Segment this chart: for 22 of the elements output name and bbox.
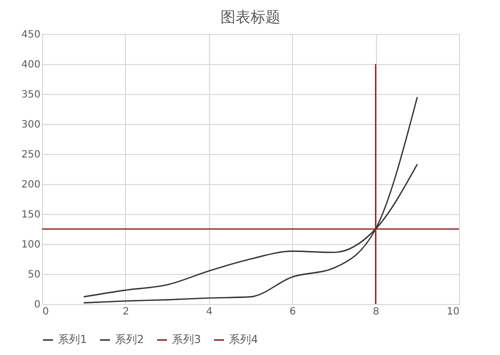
x-tick-label: 0 (42, 306, 49, 318)
y-tick-label: 450 (21, 30, 40, 40)
y-tick-label: 150 (21, 210, 40, 220)
legend-label: 系列1 (58, 333, 87, 346)
line-series (83, 96, 418, 304)
x-tick-label: 10 (446, 306, 460, 318)
legend-label: 系列3 (172, 333, 201, 346)
legend-label: 系列4 (229, 333, 258, 346)
x-tick-label: 4 (206, 306, 212, 318)
y-tick-label: 0 (34, 300, 40, 310)
x-tick-label: 2 (122, 306, 130, 318)
x-tick-label: 8 (372, 306, 380, 318)
y-tick-label: 300 (21, 120, 40, 130)
y-tick-label: 400 (21, 60, 40, 70)
legend-label: 系列2 (115, 333, 144, 346)
y-tick-label: 200 (21, 180, 40, 190)
y-tick-label: 350 (21, 90, 40, 100)
y-tick-label: 250 (21, 150, 40, 160)
x-tick-label: 6 (290, 306, 296, 318)
chart-title: 图表标题 (220, 8, 280, 26)
y-tick-label: 100 (21, 240, 40, 250)
y-tick-label: 50 (28, 270, 40, 280)
